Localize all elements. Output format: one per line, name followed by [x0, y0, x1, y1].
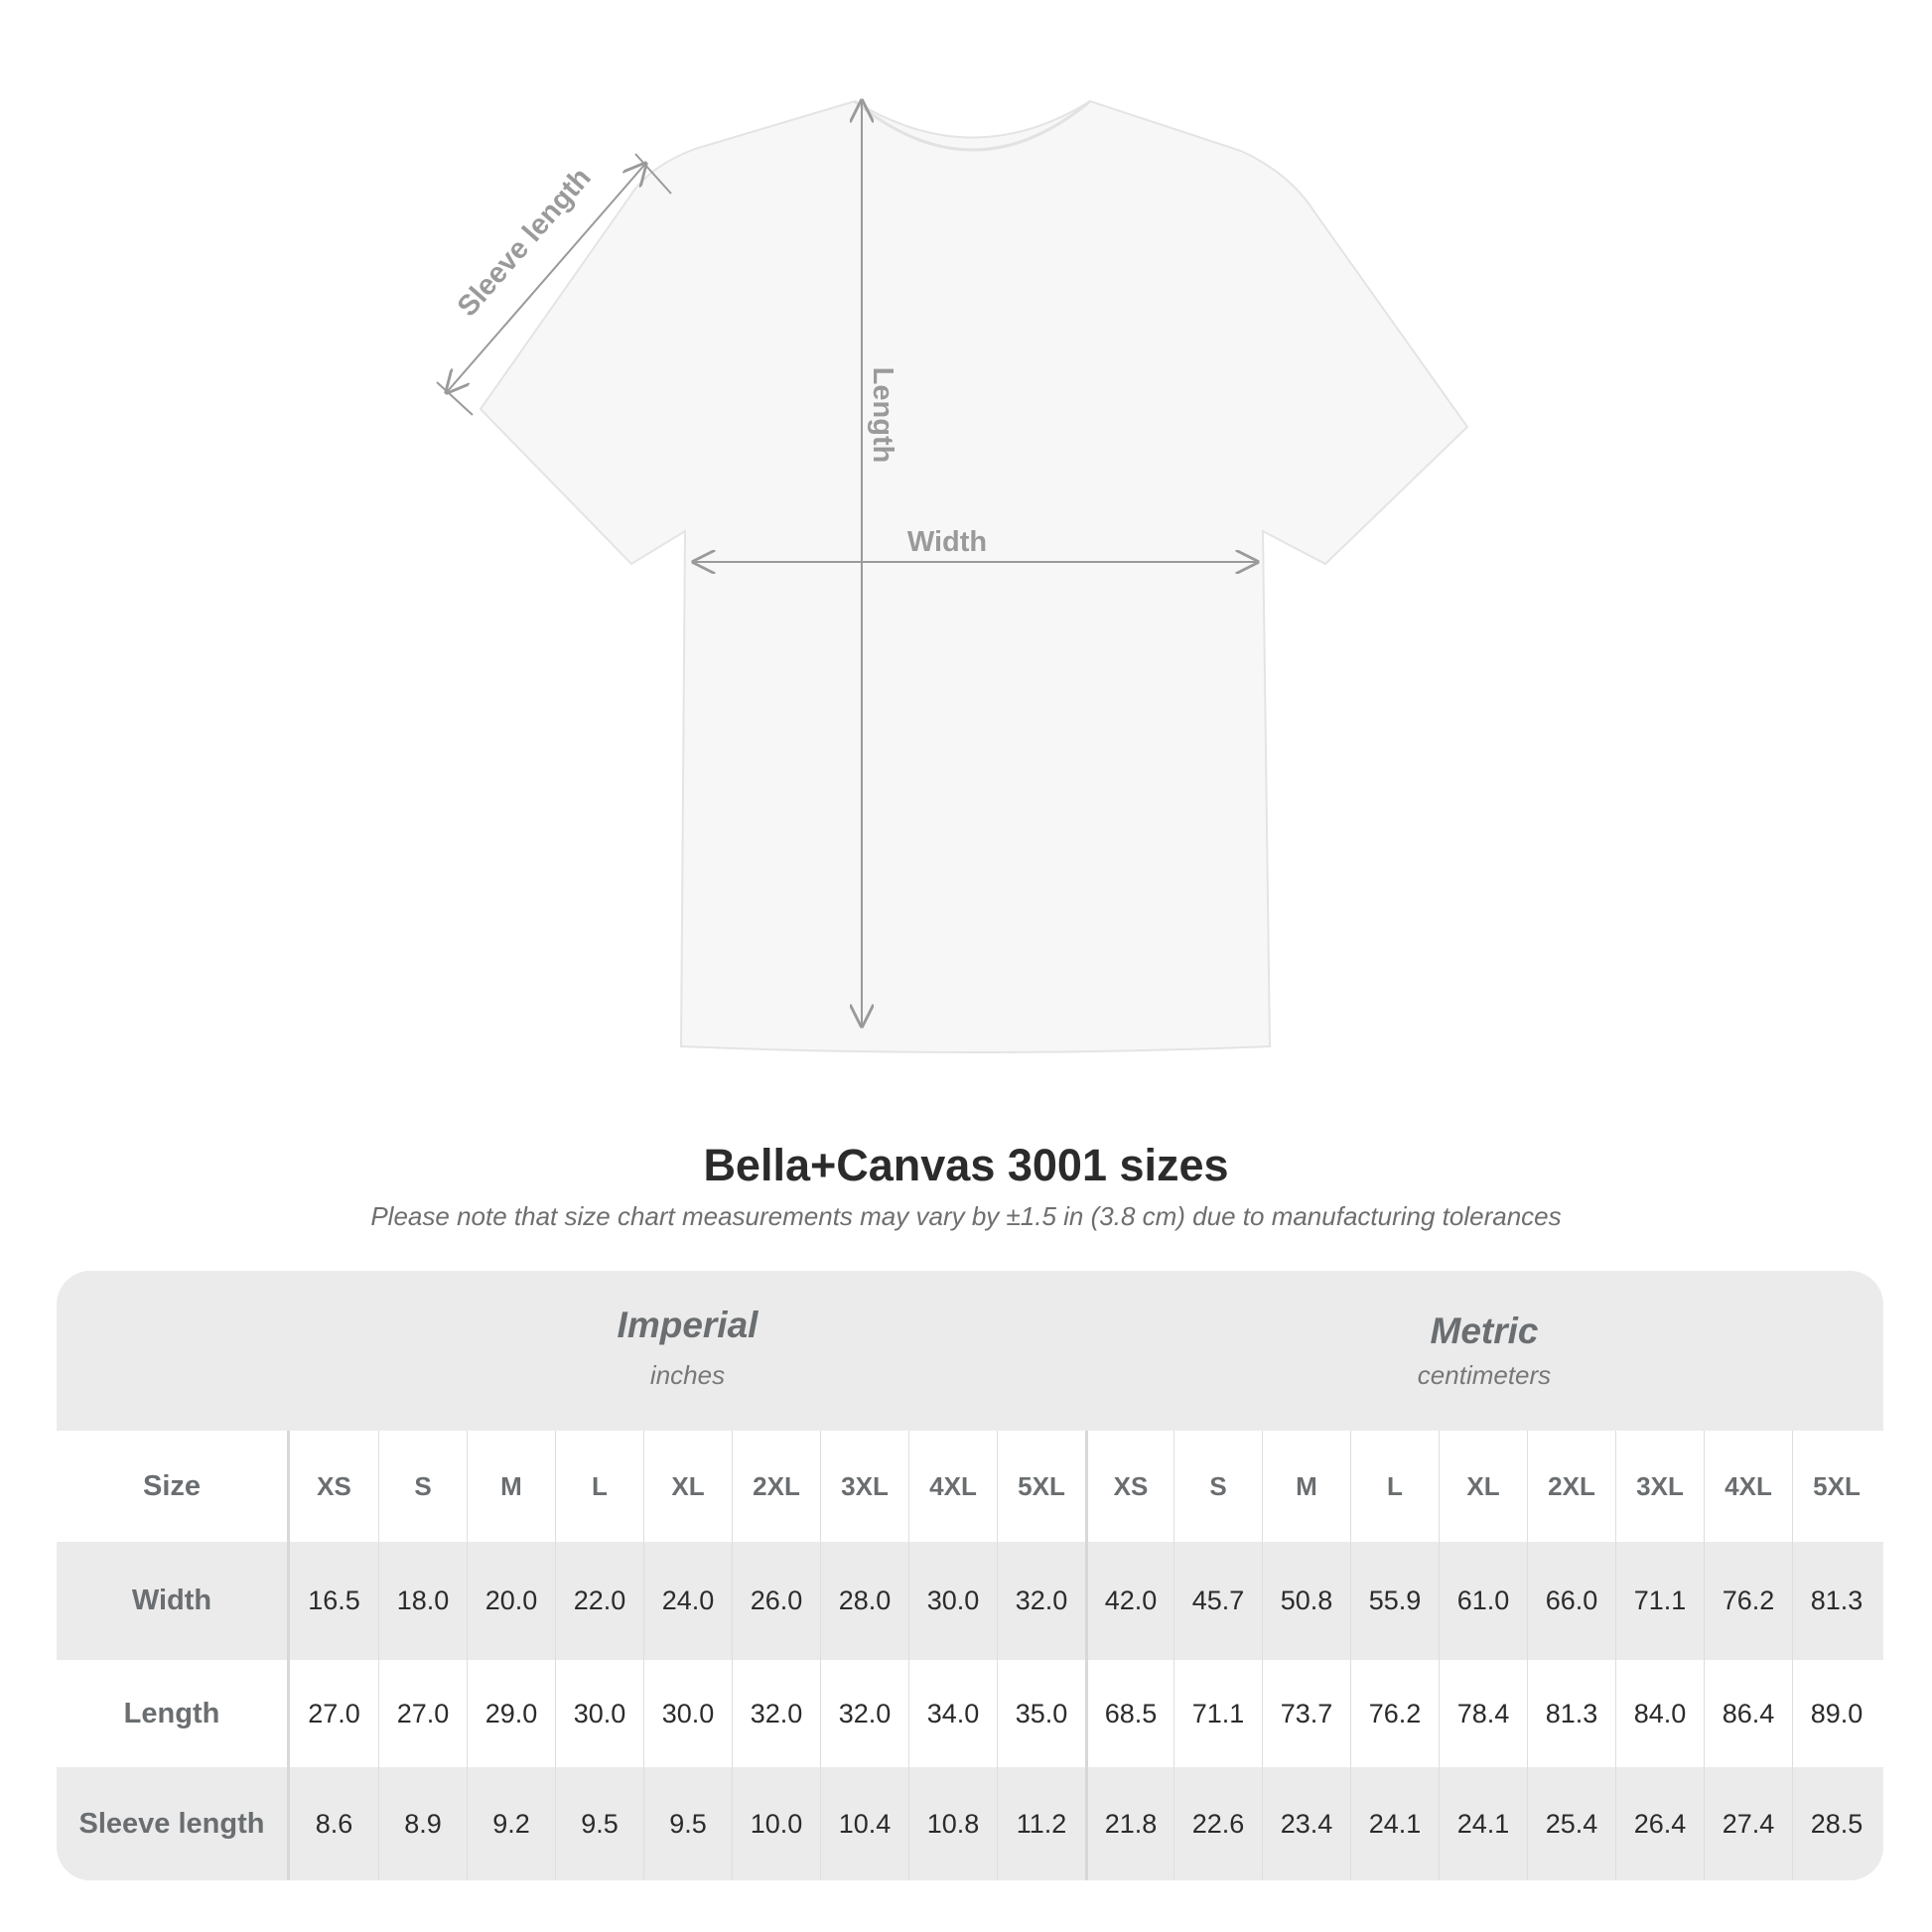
table-cell: 26.4: [1615, 1767, 1704, 1880]
table-cell: 21.8: [1085, 1767, 1173, 1880]
table-cell: 71.1: [1615, 1542, 1704, 1660]
table-cell: 76.2: [1704, 1542, 1792, 1660]
table-cell: 27.4: [1704, 1767, 1792, 1880]
size-header-row: Size XS S M L XL 2XL 3XL 4XL 5XL XS S M L XL 2XL 3XL 4XL 5…: [57, 1431, 1883, 1542]
table-cell: 10.4: [820, 1767, 908, 1880]
size-header-cell: 4XL: [908, 1431, 997, 1542]
size-header-cell: 5XL: [1792, 1431, 1880, 1542]
table-cell: 10.8: [908, 1767, 997, 1880]
table-cell: 30.0: [908, 1542, 997, 1660]
table-cell: 89.0: [1792, 1660, 1880, 1767]
table-cell: 61.0: [1439, 1542, 1527, 1660]
row-label: Width: [57, 1542, 290, 1660]
table-cell: 26.0: [732, 1542, 820, 1660]
metric-header: Metric centimeters: [1085, 1271, 1883, 1431]
size-header-cell: 3XL: [1615, 1431, 1704, 1542]
table-cell: 68.5: [1085, 1660, 1173, 1767]
row-label: Sleeve length: [57, 1767, 290, 1880]
table-cell: 76.2: [1350, 1660, 1439, 1767]
table-cell: 9.2: [467, 1767, 555, 1880]
table-cell: 23.4: [1262, 1767, 1350, 1880]
width-label: Width: [907, 526, 987, 558]
table-row: Sleeve length 8.6 8.9 9.2 9.5 9.5 10.0 10.4 10.8…: [57, 1767, 1883, 1880]
metric-unit: centimeters: [1417, 1360, 1552, 1390]
size-header-cell: S: [1173, 1431, 1262, 1542]
table-cell: 22.0: [555, 1542, 643, 1660]
table-cell: 29.0: [467, 1660, 555, 1767]
table-cell: 27.0: [378, 1660, 467, 1767]
imperial-label: Imperial: [617, 1305, 759, 1345]
tshirt-shape: [479, 99, 1469, 1053]
size-header-cell: M: [467, 1431, 555, 1542]
size-table: Imperial inches Metric centimeters Size X…: [57, 1271, 1883, 1880]
table-cell: 9.5: [643, 1767, 732, 1880]
size-header-cell: 4XL: [1704, 1431, 1792, 1542]
metric-label: Metric: [1430, 1311, 1539, 1351]
size-header-cell: 2XL: [1527, 1431, 1615, 1542]
size-header-cell: XL: [643, 1431, 732, 1542]
imperial-header: Imperial inches: [290, 1271, 1085, 1431]
table-cell: 24.0: [643, 1542, 732, 1660]
table-cell: 18.0: [378, 1542, 467, 1660]
table-cell: 81.3: [1527, 1660, 1615, 1767]
table-cell: 16.5: [308, 1586, 360, 1615]
table-cell: 78.4: [1439, 1660, 1527, 1767]
table-cell: 66.0: [1527, 1542, 1615, 1660]
table-cell: 45.7: [1173, 1542, 1262, 1660]
table-cell: 8.6: [315, 1808, 353, 1839]
table-cell: 25.4: [1527, 1767, 1615, 1880]
table-cell: 10.0: [732, 1767, 820, 1880]
table-cell: 24.1: [1350, 1767, 1439, 1880]
table-cell: 32.0: [820, 1660, 908, 1767]
table-cell: 73.7: [1262, 1660, 1350, 1767]
table-cell: 81.3: [1792, 1542, 1880, 1660]
size-header-cell: 2XL: [732, 1431, 820, 1542]
table-cell: 28.0: [820, 1542, 908, 1660]
table-cell: 50.8: [1262, 1542, 1350, 1660]
table-cell: 71.1: [1173, 1660, 1262, 1767]
table-cell: 84.0: [1615, 1660, 1704, 1767]
table-cell: 11.2: [997, 1767, 1085, 1880]
table-cell: 55.9: [1350, 1542, 1439, 1660]
table-cell: 8.9: [378, 1767, 467, 1880]
table-cell: 42.0: [1085, 1542, 1173, 1660]
size-header-cell: 5XL: [997, 1431, 1085, 1542]
table-cell: 20.0: [467, 1542, 555, 1660]
table-cell: 32.0: [997, 1542, 1085, 1660]
table-cell: 24.1: [1439, 1767, 1527, 1880]
table-cell: 27.0: [308, 1698, 360, 1728]
size-header-cell: XS: [317, 1470, 351, 1501]
collar: [854, 99, 1091, 152]
table-cell: 86.4: [1704, 1660, 1792, 1767]
tshirt-diagram: Sleeve length Length Width: [436, 0, 1469, 1053]
imperial-unit: inches: [649, 1360, 726, 1390]
table-cell: 35.0: [997, 1660, 1085, 1767]
row-label: Size: [57, 1431, 290, 1542]
table-row: Width 16.5 18.0 20.0 22.0 24.0 26.0 28.0 30.0 32.…: [57, 1542, 1883, 1660]
sleeve-tick: [436, 381, 474, 416]
size-header-cell: L: [555, 1431, 643, 1542]
tolerance-note: Please note that size chart measurements…: [370, 1201, 1562, 1231]
table-cell: 9.5: [555, 1767, 643, 1880]
table-cell: 32.0: [732, 1660, 820, 1767]
size-header-cell: XL: [1439, 1431, 1527, 1542]
size-header-cell: 3XL: [820, 1431, 908, 1542]
table-row: Length 27.0 27.0 29.0 30.0 30.0 32.0 32.0 34.0 35…: [57, 1660, 1883, 1767]
table-cell: 30.0: [643, 1660, 732, 1767]
size-header-cell: L: [1350, 1431, 1439, 1542]
table-cell: 34.0: [908, 1660, 997, 1767]
length-label: Length: [867, 367, 898, 464]
sleeve-tick: [634, 153, 672, 195]
table-cell: 28.5: [1792, 1767, 1880, 1880]
page-title: Bella+Canvas 3001 sizes: [703, 1140, 1229, 1190]
size-header-cell: XS: [1085, 1431, 1173, 1542]
sleeve-measure-line: [447, 164, 645, 392]
size-header-cell: S: [378, 1431, 467, 1542]
row-label: Length: [57, 1660, 290, 1767]
table-cell: 30.0: [555, 1660, 643, 1767]
size-header-cell: M: [1262, 1431, 1350, 1542]
table-cell: 22.6: [1173, 1767, 1262, 1880]
